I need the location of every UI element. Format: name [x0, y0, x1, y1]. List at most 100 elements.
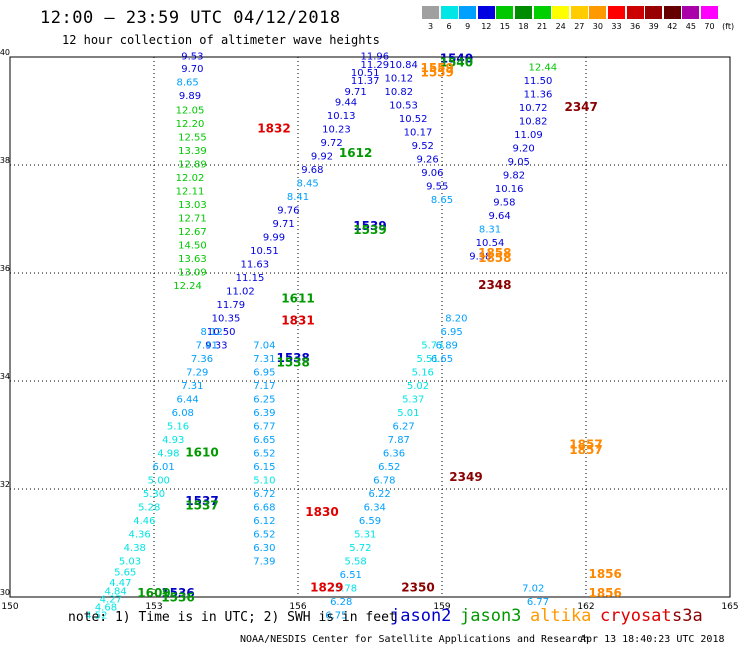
scale-swatch	[533, 6, 551, 19]
swh-value: 5.16	[412, 368, 434, 379]
scale-label: 15	[499, 22, 510, 31]
swh-value: 7.36	[191, 354, 213, 365]
swh-value: 4.46	[133, 516, 155, 527]
swh-value: 6.01	[152, 462, 174, 473]
swh-value: 5.03	[119, 557, 141, 568]
swh-value: 9.26	[416, 154, 438, 165]
pass-time-label: 1858	[478, 251, 511, 265]
swh-value: 6.95	[440, 327, 462, 338]
lat-tick-label: 30	[0, 588, 10, 597]
scale-swatch	[515, 6, 532, 19]
pass-time-label: 1856	[588, 586, 621, 600]
swh-value: 9.33	[205, 341, 227, 352]
swh-value: 7.87	[388, 435, 410, 446]
pass-time-label: 1610	[185, 446, 218, 460]
swh-value: 8.31	[479, 225, 501, 236]
pass-time-label: 1831	[281, 313, 314, 327]
pass-time-label: 2350	[401, 581, 434, 595]
swh-value: 6.12	[253, 516, 275, 527]
swh-value: 10.35	[212, 314, 241, 325]
lon-tick-label: 153	[145, 602, 162, 612]
swh-value: 5.30	[143, 489, 165, 500]
swh-value: 6.65	[253, 435, 275, 446]
lon-tick-label: 150	[1, 602, 18, 612]
legend-jason3: jason3	[460, 606, 522, 626]
swh-value: 6.65	[431, 354, 453, 365]
pass-time-label: 1611	[281, 292, 314, 306]
swh-value: 12.55	[178, 133, 207, 144]
swh-value: 6.36	[383, 449, 405, 460]
pass-time-label: 1539	[353, 219, 386, 233]
scale-swatch	[459, 6, 477, 19]
swh-value: 10.82	[384, 87, 413, 98]
swh-value: 9.72	[320, 138, 342, 149]
swh-value: 10.82	[519, 117, 548, 128]
swh-value: 5.78	[335, 584, 357, 595]
scale-label: 42	[667, 22, 678, 31]
footer-timestamp: Apr 13 18:40:23 UTC 2018	[580, 634, 725, 645]
pass-time-label: 1832	[257, 122, 290, 136]
swh-value: 10.16	[495, 184, 524, 195]
swh-value: 13.63	[178, 254, 207, 265]
swh-value: 6.78	[373, 476, 395, 487]
pass-time-label: 1539	[353, 223, 386, 237]
swh-value: 10.52	[399, 114, 428, 125]
swh-value: 11.36	[524, 90, 553, 101]
scale-swatch	[496, 6, 514, 19]
swh-value: 4.84	[104, 586, 126, 597]
swh-value: 9.71	[272, 219, 294, 230]
swh-value: 5.65	[114, 567, 136, 578]
swh-value: 10.53	[389, 100, 418, 111]
swh-value: 6.52	[253, 449, 275, 460]
swh-value: 9.55	[426, 181, 448, 192]
swh-value: 11.96	[360, 52, 389, 63]
scale-label: 3	[427, 22, 434, 31]
scale-swatch	[570, 6, 588, 19]
swh-value: 10.51	[351, 68, 380, 79]
swh-value: 13.39	[178, 146, 207, 157]
swh-value: 7.31	[253, 354, 275, 365]
swh-value: 14.50	[178, 241, 207, 252]
scale-label: 45	[685, 22, 696, 31]
scale-label: 12	[481, 22, 492, 31]
swh-value: 5.72	[349, 543, 371, 554]
scale-label: 9	[465, 22, 471, 31]
swh-value: 9.68	[301, 165, 323, 176]
swh-value: 6.68	[253, 503, 275, 514]
swh-value: 10.12	[384, 73, 413, 84]
scale-swatch	[626, 6, 644, 19]
swh-value: 9.99	[263, 233, 285, 244]
pass-time-label: 1540	[440, 51, 473, 65]
swh-value: 7.41	[196, 341, 218, 352]
swh-value: 6.59	[359, 516, 381, 527]
scale-label: 24	[555, 22, 566, 31]
scale-label: 33	[611, 22, 622, 31]
pass-time-label: 1857	[569, 438, 602, 452]
pass-time-label: 2348	[478, 278, 511, 292]
pass-time-label: 1612	[339, 146, 372, 160]
swh-value: 12.44	[528, 63, 557, 74]
legend-cryosat: cryosat	[600, 606, 672, 626]
page-subtitle: 12 hour collection of altimeter wave hei…	[62, 33, 380, 47]
swh-value: 9.64	[488, 211, 510, 222]
swh-value: 12.89	[178, 160, 207, 171]
lon-tick-label: 162	[577, 602, 594, 612]
units-note: note: 1) Time is in UTC; 2) SWH is in fe…	[68, 610, 397, 625]
lat-tick-label: 34	[0, 372, 10, 381]
swh-value: 9.82	[503, 171, 525, 182]
swh-value: 6.28	[330, 597, 352, 608]
swh-value: 5.02	[407, 381, 429, 392]
swh-value: 4.47	[109, 578, 131, 589]
swh-value: 4.27	[100, 594, 122, 605]
swh-value: 6.15	[253, 462, 275, 473]
swh-value: 9.76	[277, 206, 299, 217]
swh-value: 6.27	[392, 422, 414, 433]
swh-value: 6.95	[253, 368, 275, 379]
pass-time-label: 1856	[588, 567, 621, 581]
swh-value: 4.38	[124, 543, 146, 554]
scale-swatch	[682, 6, 700, 19]
scale-swatch	[701, 6, 718, 19]
swh-value: 4.36	[128, 530, 150, 541]
swh-value: 11.63	[240, 260, 269, 271]
swh-value: 7.39	[253, 557, 275, 568]
